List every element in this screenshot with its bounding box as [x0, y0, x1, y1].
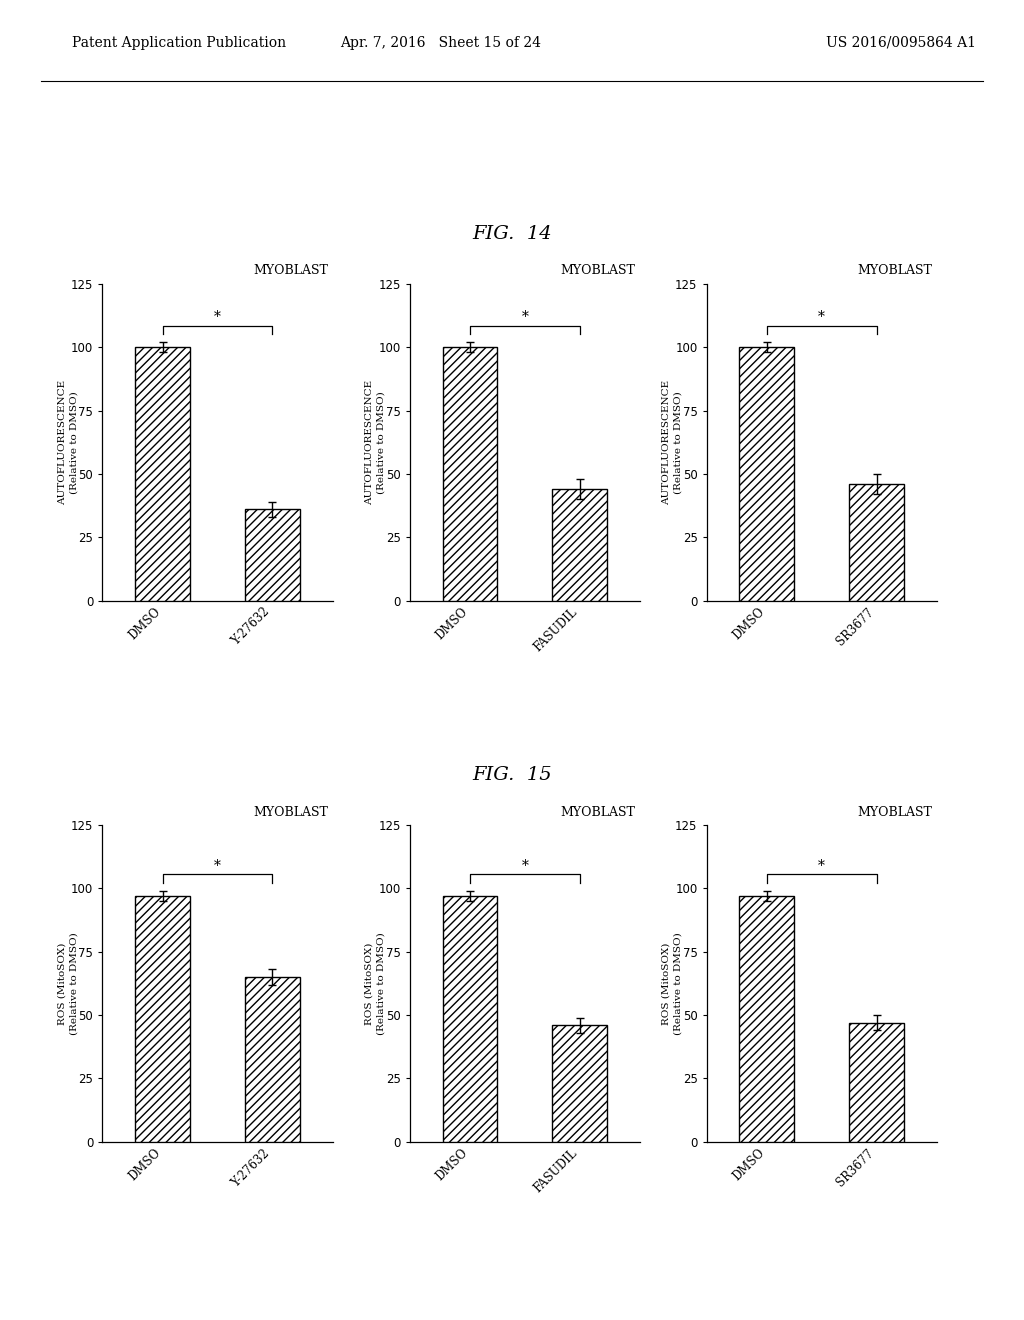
Bar [739, 347, 795, 601]
Text: *: * [521, 310, 528, 325]
Bar [245, 977, 300, 1142]
Text: *: * [521, 859, 528, 873]
Text: Patent Application Publication: Patent Application Publication [72, 36, 286, 50]
Text: *: * [818, 859, 825, 873]
Text: MYOBLAST: MYOBLAST [560, 805, 635, 818]
Bar [739, 896, 795, 1142]
Y-axis label: ROS (MitoSOX)
(Relative to DMSO): ROS (MitoSOX) (Relative to DMSO) [57, 932, 79, 1035]
Y-axis label: ROS (MitoSOX)
(Relative to DMSO): ROS (MitoSOX) (Relative to DMSO) [365, 932, 386, 1035]
Text: MYOBLAST: MYOBLAST [857, 264, 932, 277]
Text: Apr. 7, 2016   Sheet 15 of 24: Apr. 7, 2016 Sheet 15 of 24 [340, 36, 541, 50]
Text: MYOBLAST: MYOBLAST [253, 805, 328, 818]
Bar [442, 896, 498, 1142]
Bar [135, 347, 190, 601]
Y-axis label: AUTOFLUORESCENCE
(Relative to DMSO): AUTOFLUORESCENCE (Relative to DMSO) [365, 380, 386, 504]
Text: MYOBLAST: MYOBLAST [253, 264, 328, 277]
Bar [135, 896, 190, 1142]
Bar [849, 484, 904, 601]
Bar [849, 1023, 904, 1142]
Bar [552, 490, 607, 601]
Y-axis label: AUTOFLUORESCENCE
(Relative to DMSO): AUTOFLUORESCENCE (Relative to DMSO) [662, 380, 683, 504]
Bar [552, 1026, 607, 1142]
Text: MYOBLAST: MYOBLAST [560, 264, 635, 277]
Text: FIG.  14: FIG. 14 [472, 226, 552, 243]
Text: FIG.  15: FIG. 15 [472, 767, 552, 784]
Bar [245, 510, 300, 601]
Text: MYOBLAST: MYOBLAST [857, 805, 932, 818]
Text: US 2016/0095864 A1: US 2016/0095864 A1 [826, 36, 976, 50]
Y-axis label: AUTOFLUORESCENCE
(Relative to DMSO): AUTOFLUORESCENCE (Relative to DMSO) [57, 380, 79, 504]
Text: *: * [818, 310, 825, 325]
Text: *: * [214, 310, 221, 325]
Y-axis label: ROS (MitoSOX)
(Relative to DMSO): ROS (MitoSOX) (Relative to DMSO) [662, 932, 683, 1035]
Text: *: * [214, 859, 221, 873]
Bar [442, 347, 498, 601]
